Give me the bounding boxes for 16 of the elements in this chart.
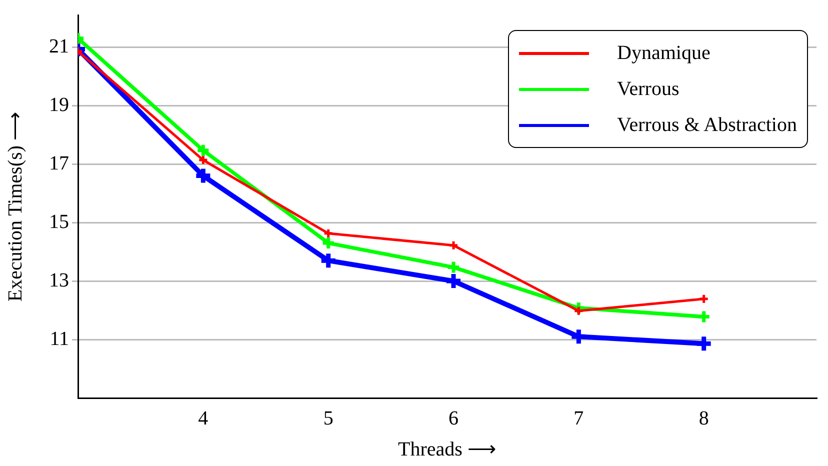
x-tick-label: 8 — [698, 407, 709, 430]
x-tick-label: 5 — [323, 407, 334, 430]
x-tick-label: 7 — [574, 407, 584, 430]
y-tick-label: 19 — [49, 94, 69, 116]
x-tick-label: 6 — [448, 407, 459, 430]
y-tick-label: 21 — [49, 35, 69, 58]
y-tick-label: 13 — [49, 269, 69, 292]
x-axis-title: Threads ⟶ — [398, 438, 496, 460]
legend-label: Dynamique — [617, 42, 710, 64]
y-axis-title: Execution Times(s) ⟶ — [4, 111, 26, 302]
y-tick-label: 17 — [49, 152, 69, 174]
x-tick-label: 4 — [198, 407, 208, 430]
legend-label: Verrous — [617, 78, 680, 100]
y-tick-label: 11 — [50, 328, 69, 350]
y-tick-label: 15 — [49, 210, 69, 233]
legend-label: Verrous & Abstraction — [617, 114, 797, 136]
